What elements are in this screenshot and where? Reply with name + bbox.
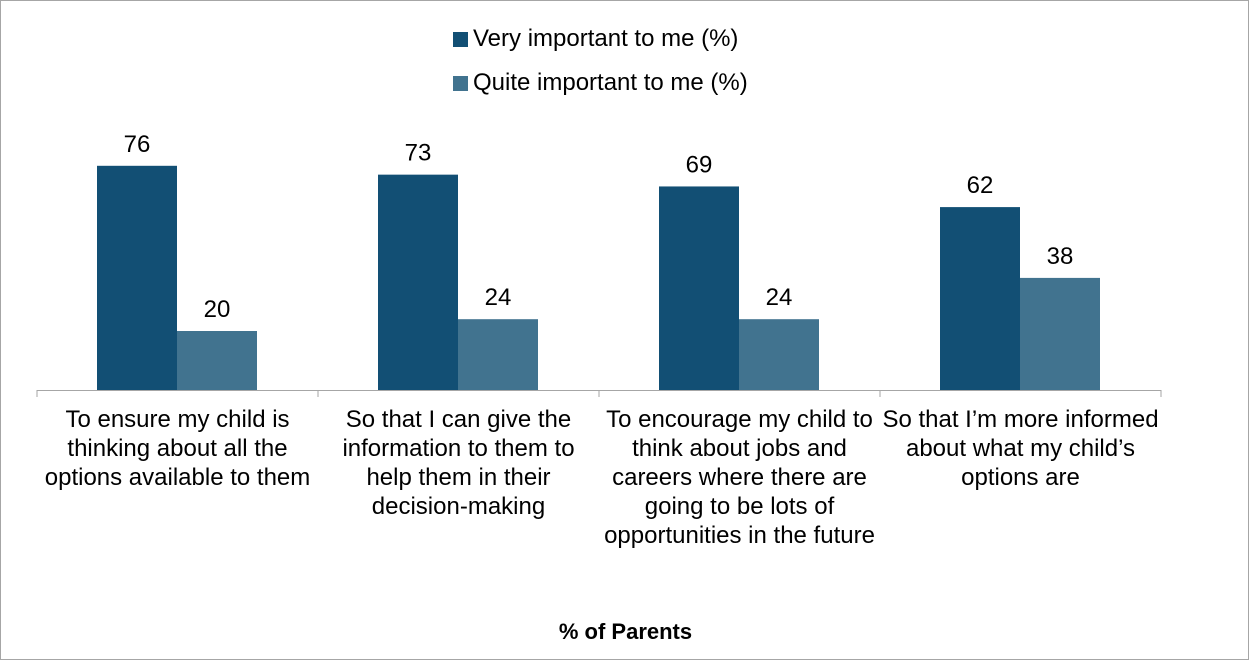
bar-very-important [97,165,177,390]
legend-swatch-very-important [453,31,468,47]
legend-label-very-important: Very important to me (%) [473,25,739,52]
data-label: 20 [204,296,231,323]
x-tick-label: To encourage my child to think about job… [604,406,875,549]
x-tick-label: So that I can give the information to th… [342,406,575,520]
bar-very-important [378,174,458,390]
data-label: 38 [1047,243,1074,270]
x-tick-label: So that I’m more informed about what my … [882,406,1159,491]
data-label: 62 [967,172,994,199]
data-label: 73 [405,140,432,167]
legend-label-quite-important: Quite important to me (%) [473,69,748,96]
data-label: 24 [766,284,793,311]
legend-item-very-important: Very important to me (%) [453,17,748,61]
data-label: 76 [124,131,151,158]
bar-quite-important [177,331,257,390]
data-label: 69 [686,151,713,178]
bar-quite-important [1020,277,1100,390]
data-label: 24 [485,284,512,311]
bar-quite-important [458,319,538,390]
x-axis-title: % of Parents [558,619,693,644]
bar-quite-important [739,319,819,390]
legend-item-quite-important: Quite important to me (%) [453,61,748,105]
bar-very-important [659,186,739,390]
legend: Very important to me (%) Quite important… [453,17,748,105]
x-tick-label: To ensure my child is thinking about all… [44,406,311,491]
bar-very-important [940,207,1020,390]
legend-swatch-quite-important [453,75,468,91]
